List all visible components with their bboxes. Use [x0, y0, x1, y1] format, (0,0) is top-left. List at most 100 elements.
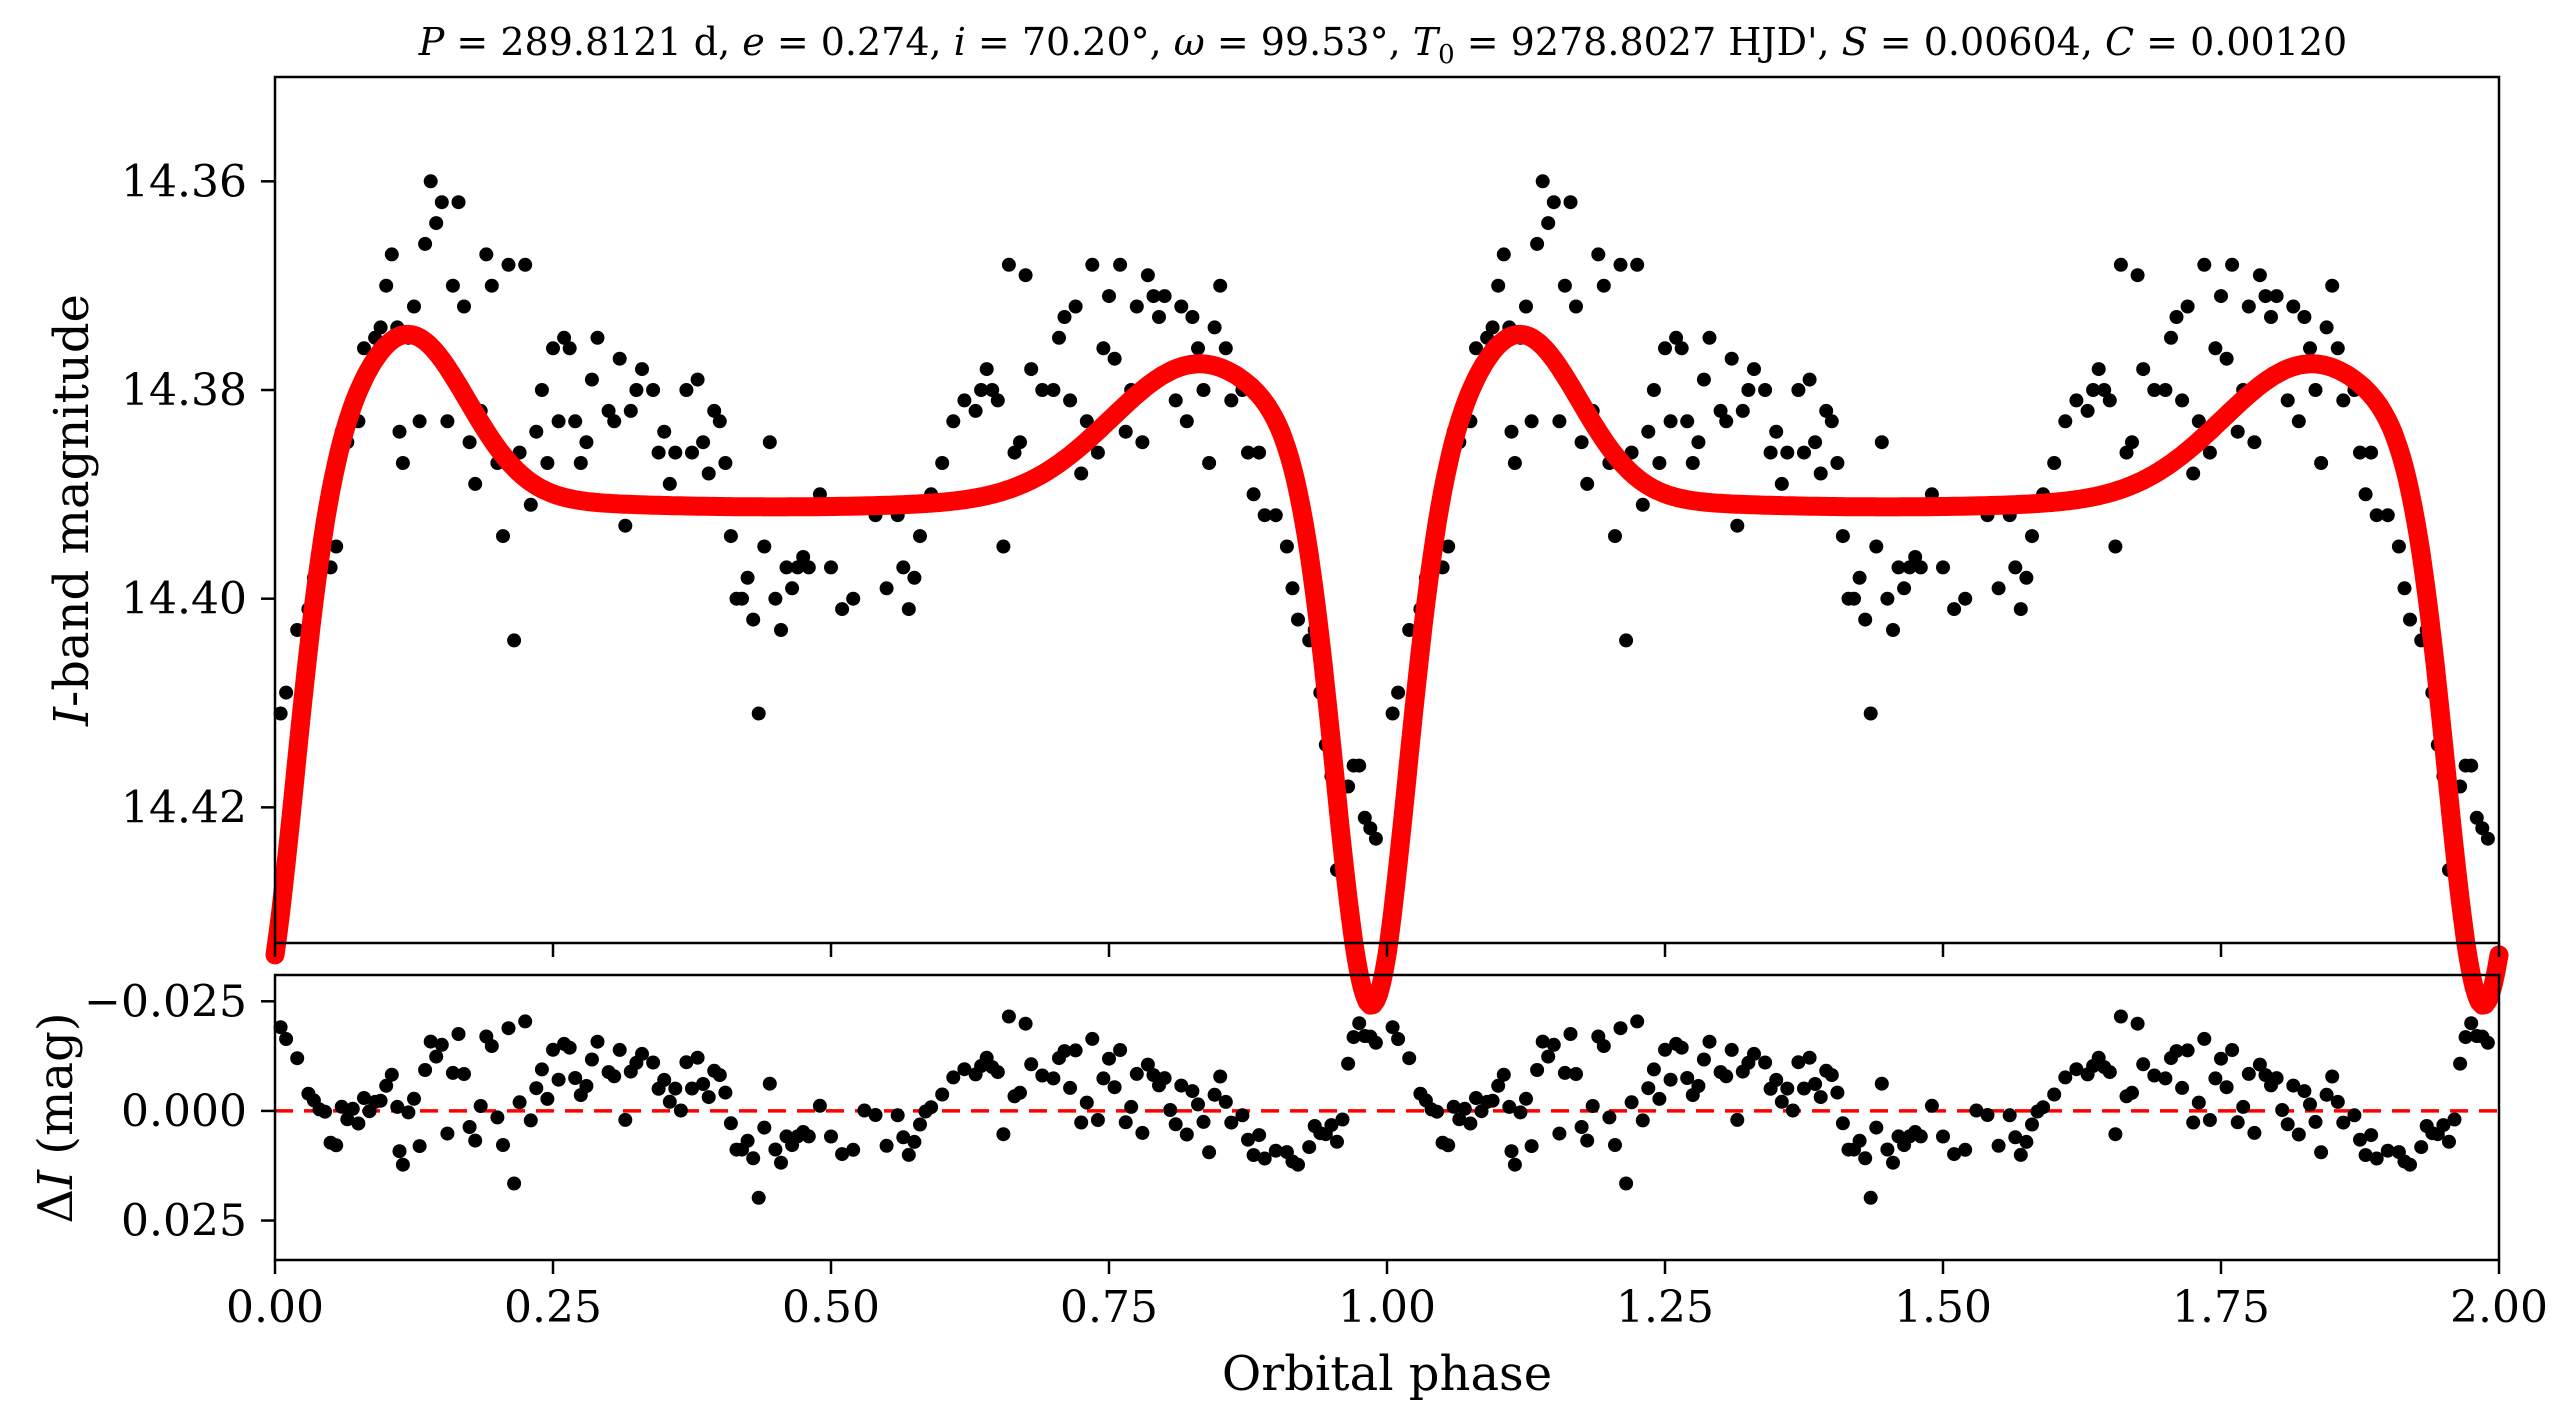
residual-point [1869, 1120, 1884, 1135]
residual-point [496, 1138, 510, 1152]
data-point [935, 456, 950, 470]
data-point [607, 414, 622, 429]
data-point [1491, 278, 1506, 293]
data-point [2286, 299, 2301, 314]
residual-point [1469, 1091, 1483, 1105]
data-point [562, 341, 577, 356]
data-point [1908, 550, 1923, 564]
residual-point [996, 1127, 1011, 1142]
data-point [1191, 341, 1205, 356]
data-point [718, 456, 733, 470]
x-tick-label: 1.50 [1894, 1282, 1992, 1333]
residual-point [401, 1105, 416, 1120]
residual-point [1185, 1084, 1200, 1099]
data-point [1669, 330, 1684, 345]
residual-point [679, 1055, 694, 1070]
residual-point [2330, 1094, 2345, 1109]
residual-point [1235, 1108, 1250, 1123]
residual-point [746, 1151, 761, 1166]
data-point [907, 570, 922, 585]
residual-point [512, 1095, 527, 1110]
residual-point [2225, 1043, 2240, 1057]
data-point [2475, 821, 2490, 836]
residual-point [1835, 1116, 1850, 1131]
residual-point [1135, 1125, 1150, 1140]
data-point [1207, 320, 1222, 335]
data-point [2136, 362, 2151, 377]
residual-point [857, 1103, 872, 1118]
residual-point [1146, 1068, 1161, 1083]
residual-point [1824, 1068, 1839, 1083]
data-point [635, 362, 649, 377]
residual-point [279, 1032, 294, 1046]
residual-point [1797, 1081, 1811, 1096]
data-point [707, 403, 722, 418]
data-point [1174, 299, 1189, 314]
data-point [2013, 602, 2028, 617]
residual-point [1852, 1133, 1867, 1148]
data-point [779, 560, 794, 575]
data-point [1830, 456, 1845, 470]
data-point [529, 424, 544, 439]
residual-point [1958, 1142, 1973, 1157]
data-point [1469, 341, 1483, 356]
data-point [2125, 435, 2139, 450]
residual-point [2058, 1070, 2073, 1085]
data-point [1580, 476, 1595, 491]
data-point [1441, 539, 1456, 554]
data-point [2264, 310, 2278, 324]
data-point [496, 529, 510, 544]
residual-point [1496, 1067, 1511, 1082]
data-point [1368, 831, 1383, 846]
residual-point [2169, 1044, 2184, 1059]
residual-point [1630, 1014, 1645, 1029]
residual-point [1441, 1138, 1456, 1153]
residual-point [2025, 1117, 2039, 1132]
data-point [896, 560, 911, 575]
data-point [1813, 466, 1828, 481]
residual-point [590, 1034, 605, 1049]
residual-point [1057, 1044, 1072, 1059]
data-point [723, 529, 738, 544]
data-point [2102, 393, 2117, 408]
data-point [434, 195, 449, 210]
data-point [1874, 435, 1889, 450]
data-point [2208, 341, 2223, 356]
data-point [2314, 456, 2329, 470]
residual-point [1257, 1151, 1272, 1166]
residual-point [2125, 1085, 2139, 1100]
data-point [279, 685, 294, 700]
residual-point [1663, 1072, 1678, 1087]
residual-point [2447, 1112, 2462, 1127]
data-point [1797, 445, 1811, 460]
data-point [1519, 299, 1533, 314]
x-tick-label: 0.25 [504, 1282, 602, 1333]
residual-point [2108, 1127, 2123, 1142]
data-point [2247, 435, 2262, 450]
residual-point [1519, 1091, 1533, 1106]
data-point [1285, 581, 1300, 596]
residual-point [2380, 1143, 2395, 1158]
residual-point [1563, 1027, 1578, 1041]
residual-point [740, 1133, 755, 1148]
residual-point [1013, 1085, 1027, 1100]
residual-point [345, 1101, 360, 1116]
residual-point [1913, 1129, 1928, 1144]
residual-point [1541, 1049, 1556, 1064]
data-point [2058, 414, 2073, 429]
data-point [1241, 445, 1255, 460]
data-point [2364, 445, 2379, 460]
residual-point [1641, 1081, 1656, 1096]
residual-point [1174, 1078, 1189, 1093]
residual-point [718, 1085, 733, 1100]
residual-point [1079, 1095, 1094, 1110]
residual-point [712, 1068, 727, 1083]
data-point [1747, 362, 1761, 377]
data-point [451, 195, 466, 210]
residual-point [2230, 1115, 2245, 1130]
residual-point [334, 1099, 349, 1114]
residual-point [392, 1144, 407, 1159]
residual-point [2008, 1130, 2023, 1145]
residual-point [946, 1070, 961, 1085]
residual-point [523, 1113, 538, 1128]
